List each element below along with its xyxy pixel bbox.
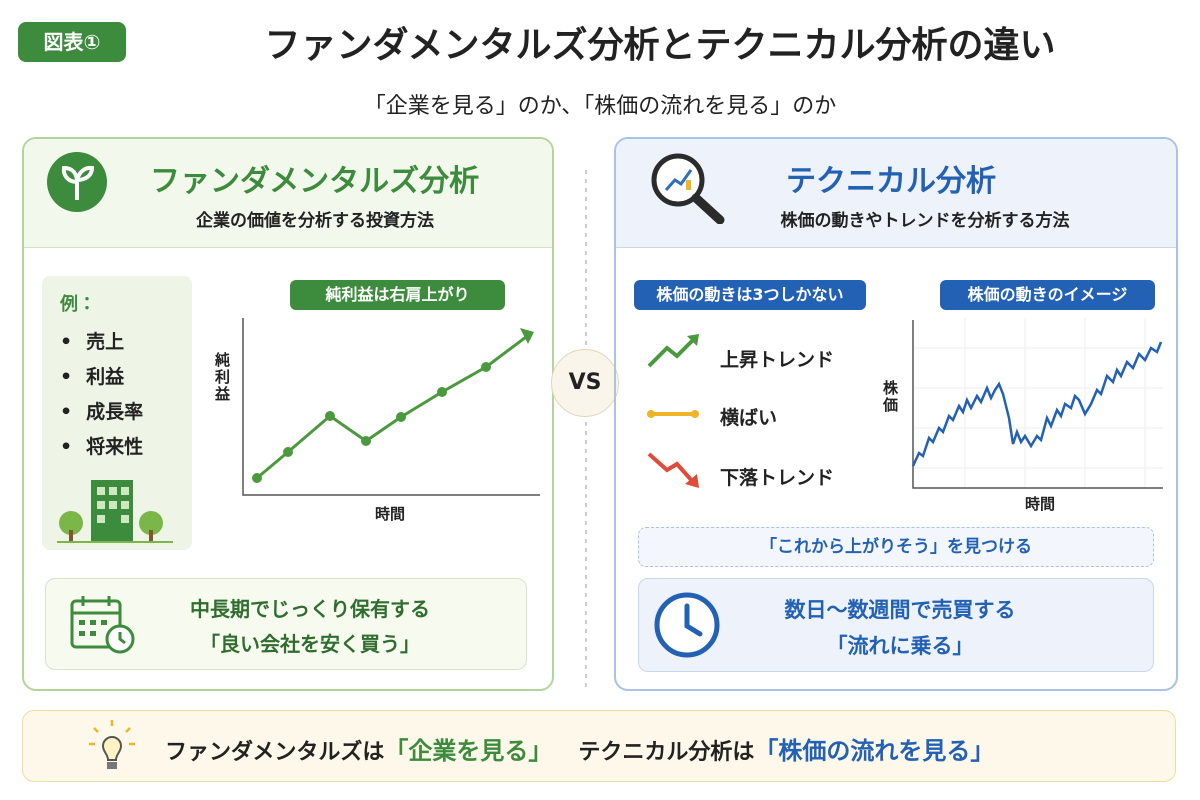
right-description: 株価の動きやトレンドを分析する方法 [780, 211, 1070, 231]
footer-box [22, 710, 1176, 782]
find-box: 「これから上がりそう」を見つける [638, 527, 1154, 567]
price-chart [911, 318, 1163, 489]
profit-chart [242, 318, 540, 496]
bulb-icon [89, 720, 135, 769]
chart-tag: 株価の動きのイメージ [940, 280, 1155, 310]
left-summary: 「良い会社を安く買う」 [200, 632, 420, 656]
right-summary: 数日〜数週間で売買する [784, 598, 1016, 622]
chart-tag: 純利益は右肩上がり [290, 280, 505, 310]
x-axis-label: 時間 [1024, 495, 1055, 513]
trend-label: 下落トレンド [720, 467, 835, 489]
footer-text: ファンダメンタルズは「企業を見る」 テクニカル分析は「株価の流れを見る」 [165, 731, 994, 766]
right-header [616, 139, 1176, 248]
left-summary-box [45, 578, 527, 670]
clock-icon [654, 592, 720, 658]
footer-right: テクニカル分析は [578, 740, 755, 765]
trends-tag: 株価の動きは3つしかない [634, 280, 866, 310]
divider [585, 170, 587, 690]
subtitle: 「企業を見る」のか、「株価の流れを見る」のか [363, 94, 837, 119]
x-axis-label: 時間 [374, 505, 405, 523]
left-header [24, 139, 552, 248]
magnifier-icon [651, 153, 725, 224]
badge: 図表① [18, 22, 126, 62]
left-summary: 中長期でじっくり保有する [190, 597, 430, 621]
building-icon [57, 480, 173, 543]
left-description: 企業の価値を分析する投資方法 [196, 211, 434, 231]
example-item: 将来性 [60, 432, 143, 459]
y-axis-label: 株価 [881, 380, 899, 414]
footer-left: ファンダメンタルズは [165, 740, 385, 765]
example-item: 成長率 [60, 397, 143, 424]
right-panel [614, 137, 1178, 691]
vs-badge: VS [551, 349, 619, 417]
title: ファンダメンタルズ分析とテクニカル分析の違い [264, 25, 1056, 66]
footer-left-highlight: 「企業を見る」 [384, 737, 553, 765]
trend-label: 横ばい [720, 407, 778, 429]
right-title: テクニカル分析 [786, 164, 996, 199]
calendar-icon [70, 596, 135, 654]
sprout-icon [47, 152, 107, 212]
footer-right-highlight: 「株価の流れを見る」 [754, 737, 995, 765]
right-summary-box [638, 578, 1154, 672]
left-title: ファンダメンタルズ分析 [150, 164, 480, 199]
examples-label: 例： [60, 294, 96, 315]
trend-icons [647, 334, 699, 488]
y-axis-label: 純利益 [213, 352, 231, 403]
left-panel [22, 137, 554, 691]
right-summary: 「流れに乗る」 [826, 634, 974, 658]
trend-label: 上昇トレンド [720, 349, 835, 371]
example-item: 利益 [60, 362, 124, 389]
example-item: 売上 [60, 327, 124, 354]
